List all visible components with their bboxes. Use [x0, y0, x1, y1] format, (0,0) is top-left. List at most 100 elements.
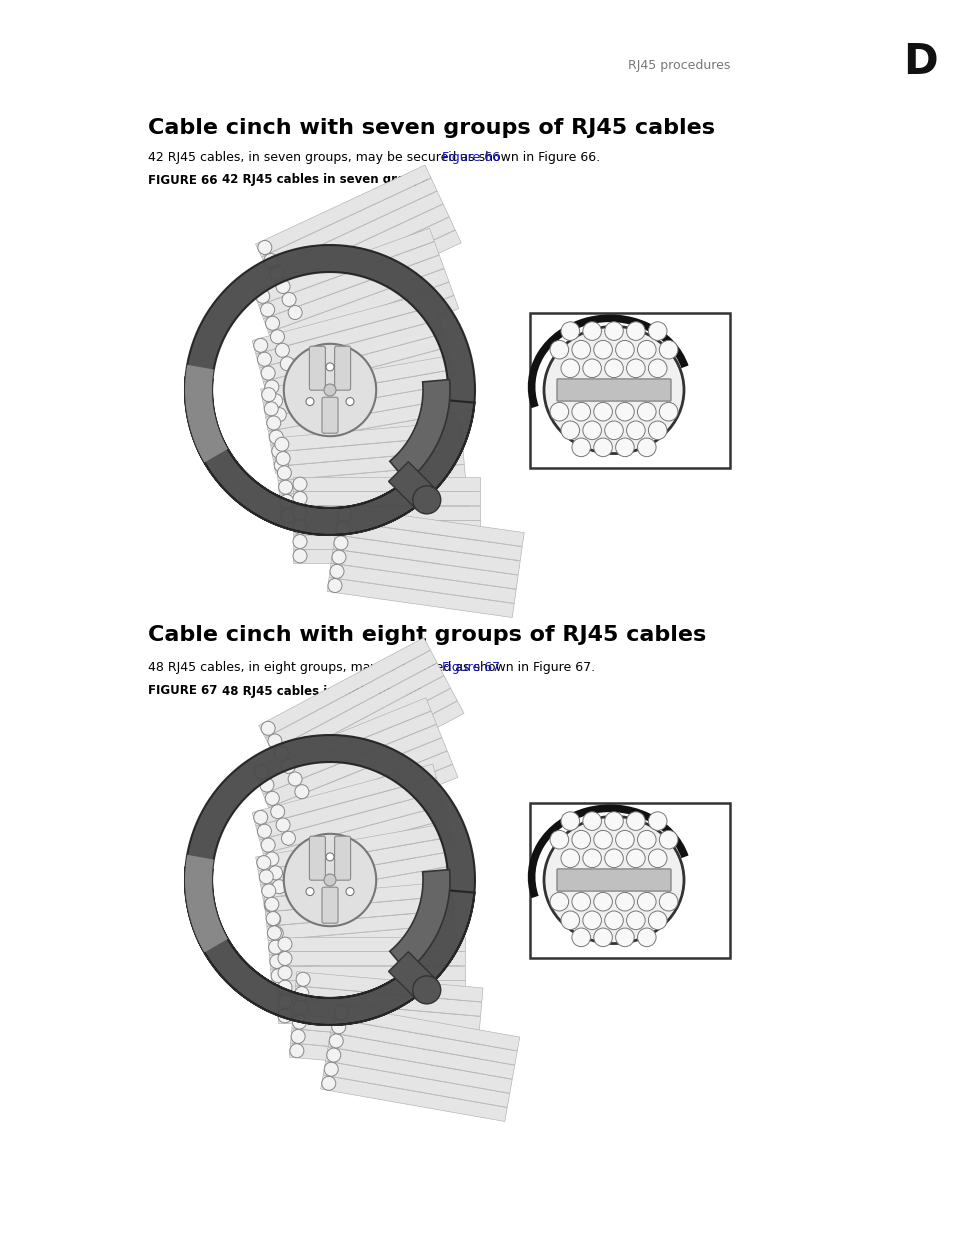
Circle shape — [560, 421, 579, 440]
Polygon shape — [276, 451, 464, 480]
Circle shape — [274, 458, 288, 472]
Circle shape — [253, 810, 268, 824]
Circle shape — [272, 445, 286, 458]
Circle shape — [626, 811, 644, 830]
Polygon shape — [390, 379, 450, 482]
Circle shape — [261, 839, 274, 852]
Circle shape — [648, 848, 666, 868]
Circle shape — [637, 403, 656, 421]
Circle shape — [275, 343, 289, 357]
Polygon shape — [277, 951, 464, 966]
Polygon shape — [333, 1004, 519, 1051]
Polygon shape — [277, 1009, 464, 1023]
Ellipse shape — [543, 816, 683, 944]
Circle shape — [257, 352, 272, 367]
Circle shape — [277, 994, 292, 1009]
Polygon shape — [185, 855, 228, 952]
Circle shape — [277, 981, 292, 994]
FancyBboxPatch shape — [335, 836, 351, 881]
Polygon shape — [280, 493, 468, 524]
Polygon shape — [277, 966, 464, 979]
Circle shape — [326, 853, 334, 861]
Ellipse shape — [543, 326, 683, 453]
Circle shape — [659, 403, 678, 421]
Circle shape — [550, 830, 568, 848]
Circle shape — [271, 968, 285, 983]
Circle shape — [253, 338, 268, 352]
Circle shape — [560, 322, 579, 341]
Circle shape — [266, 911, 280, 925]
FancyBboxPatch shape — [557, 379, 670, 401]
Circle shape — [413, 976, 440, 1004]
Circle shape — [265, 792, 279, 805]
Polygon shape — [255, 165, 431, 257]
Circle shape — [626, 322, 644, 341]
Polygon shape — [263, 867, 449, 913]
Circle shape — [626, 359, 644, 378]
Circle shape — [626, 911, 644, 930]
Circle shape — [270, 330, 284, 343]
Circle shape — [269, 394, 282, 408]
Circle shape — [264, 401, 278, 416]
Polygon shape — [268, 925, 456, 955]
Circle shape — [259, 778, 274, 792]
Circle shape — [293, 535, 307, 548]
Polygon shape — [331, 550, 517, 589]
Polygon shape — [274, 751, 452, 834]
Circle shape — [269, 866, 282, 879]
Circle shape — [604, 848, 622, 868]
Polygon shape — [333, 535, 519, 574]
Circle shape — [261, 884, 275, 898]
FancyBboxPatch shape — [309, 836, 325, 881]
Text: FIGURE 67: FIGURE 67 — [148, 684, 217, 698]
Circle shape — [615, 893, 634, 911]
Polygon shape — [185, 364, 228, 462]
Circle shape — [294, 987, 309, 1000]
FancyBboxPatch shape — [557, 869, 670, 892]
FancyBboxPatch shape — [309, 346, 325, 390]
Circle shape — [288, 305, 302, 320]
Polygon shape — [390, 869, 450, 972]
Polygon shape — [289, 1044, 476, 1073]
Polygon shape — [185, 245, 475, 535]
Polygon shape — [274, 204, 449, 296]
Circle shape — [582, 322, 600, 341]
Circle shape — [256, 856, 271, 869]
Circle shape — [290, 1044, 304, 1057]
Circle shape — [293, 492, 307, 505]
Circle shape — [260, 303, 274, 316]
Circle shape — [326, 363, 334, 370]
Circle shape — [637, 341, 656, 359]
FancyBboxPatch shape — [322, 398, 337, 433]
Circle shape — [277, 951, 292, 966]
Circle shape — [291, 1030, 305, 1044]
Polygon shape — [271, 362, 455, 424]
Circle shape — [293, 548, 307, 563]
FancyBboxPatch shape — [322, 887, 337, 924]
Polygon shape — [269, 737, 447, 821]
Circle shape — [265, 852, 278, 866]
Circle shape — [637, 893, 656, 911]
Polygon shape — [275, 436, 462, 466]
Circle shape — [593, 341, 612, 359]
Text: Cable cinch with seven groups of RJ45 cables: Cable cinch with seven groups of RJ45 ca… — [148, 119, 714, 138]
Polygon shape — [258, 242, 438, 319]
Circle shape — [274, 747, 289, 761]
Polygon shape — [278, 295, 458, 373]
Polygon shape — [269, 939, 456, 969]
Circle shape — [279, 494, 294, 509]
Polygon shape — [335, 521, 521, 561]
Circle shape — [270, 955, 284, 968]
Circle shape — [334, 536, 348, 550]
Circle shape — [267, 913, 280, 926]
Circle shape — [275, 818, 290, 832]
Circle shape — [283, 834, 375, 926]
Circle shape — [269, 926, 283, 940]
Circle shape — [550, 403, 568, 421]
Polygon shape — [265, 895, 453, 926]
Circle shape — [560, 359, 579, 378]
Polygon shape — [255, 825, 442, 871]
Circle shape — [593, 927, 612, 947]
Circle shape — [270, 267, 284, 280]
Circle shape — [604, 811, 622, 830]
